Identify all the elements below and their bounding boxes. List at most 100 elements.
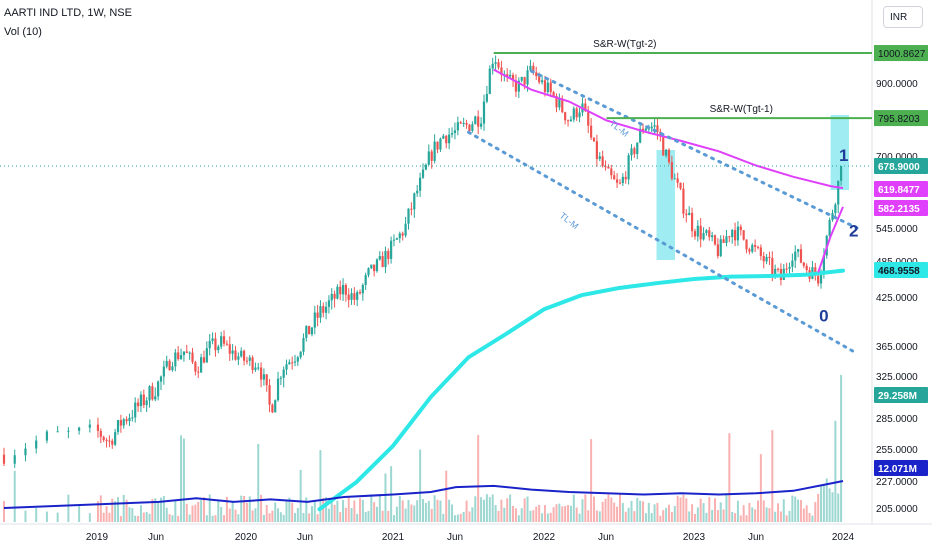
volume-bar xyxy=(587,510,590,522)
volume-bar xyxy=(353,500,356,522)
volume-bar xyxy=(291,502,294,522)
candle-body xyxy=(296,357,299,362)
candle-body xyxy=(240,350,243,357)
volume-bar xyxy=(364,511,367,522)
volume-bar xyxy=(137,515,140,522)
candle-body xyxy=(182,351,186,356)
candle-body xyxy=(194,362,197,372)
volume-bar xyxy=(532,510,535,522)
volume-bar xyxy=(598,511,601,522)
volume-bar xyxy=(569,505,572,522)
volume-bar xyxy=(316,514,319,522)
volume-bar xyxy=(361,499,364,522)
volume-bar xyxy=(512,505,515,522)
currency-selector[interactable]: INR xyxy=(883,6,923,28)
volume-bar xyxy=(401,500,404,522)
candle-body xyxy=(78,427,81,431)
candle-body xyxy=(509,74,512,77)
price-tag-label: 678.9000 xyxy=(878,162,920,173)
candle-body xyxy=(114,432,117,445)
volume-bar xyxy=(624,511,627,522)
volume-bar xyxy=(558,503,561,522)
volume-bar xyxy=(105,506,108,522)
candle-body xyxy=(756,246,760,248)
volume-bar xyxy=(768,508,771,522)
candle-body xyxy=(456,122,459,131)
candle-body xyxy=(566,120,570,122)
volume-bar xyxy=(279,512,282,522)
volume-bar xyxy=(555,504,558,522)
volume-bar xyxy=(162,496,165,522)
volume-bar xyxy=(538,504,541,522)
wave-label: 1 xyxy=(839,146,848,165)
candle-body xyxy=(618,182,622,184)
volume-bar xyxy=(541,513,544,522)
candle-body xyxy=(733,230,737,241)
candle-body xyxy=(802,262,805,266)
candle-body xyxy=(834,204,837,214)
candle-body xyxy=(200,357,203,373)
candle-body xyxy=(529,65,532,71)
candle-body xyxy=(197,371,200,373)
volume-bar xyxy=(581,499,584,522)
volume-bar xyxy=(344,507,347,522)
volume-bar xyxy=(506,498,509,522)
candle-body xyxy=(248,357,251,361)
candle-body xyxy=(739,226,742,231)
volume-bar xyxy=(108,512,111,522)
wave-label: 0 xyxy=(819,307,828,326)
volume-bar xyxy=(693,513,696,522)
level-label: S&R-W(Tgt-1) xyxy=(710,104,773,115)
candle-body xyxy=(785,268,788,270)
volume-bar xyxy=(223,515,226,522)
candle-body xyxy=(630,148,633,156)
volume-bar xyxy=(722,509,725,522)
volume-bar xyxy=(696,507,699,522)
candle-body xyxy=(179,355,183,360)
candle-body xyxy=(639,128,642,143)
volume-bar xyxy=(245,502,248,522)
volume-bar xyxy=(564,506,567,522)
candle-body xyxy=(514,80,518,92)
candle-body xyxy=(578,112,581,118)
volume-bar xyxy=(656,502,659,522)
volume-bar xyxy=(234,509,237,522)
volume-bar xyxy=(356,513,359,522)
candle-body xyxy=(168,360,171,371)
volume-bar xyxy=(817,493,820,522)
candle-body xyxy=(367,268,370,276)
volume-bar xyxy=(607,494,610,522)
candle-body xyxy=(56,431,59,433)
volume-bar xyxy=(231,501,234,522)
volume-bar xyxy=(639,500,642,522)
candle-body xyxy=(333,293,336,299)
candle-body xyxy=(532,65,535,73)
volume-bar xyxy=(561,506,564,522)
volume-bar xyxy=(840,375,843,522)
moving-average-magenta-line xyxy=(493,68,844,190)
candle-body xyxy=(225,343,228,345)
candle-body xyxy=(814,267,817,276)
price-tag xyxy=(874,158,928,174)
volume-bar xyxy=(243,496,246,522)
candle-body xyxy=(705,230,708,234)
candle-body xyxy=(185,351,188,353)
volume-bar xyxy=(736,500,739,522)
candle-body xyxy=(268,385,271,405)
volume-bar xyxy=(111,498,114,522)
volume-bar xyxy=(517,515,520,522)
level-price-tag xyxy=(874,110,928,127)
candle-body xyxy=(319,306,322,318)
volume-bar xyxy=(251,510,254,522)
candle-body xyxy=(274,400,277,413)
volume-bar xyxy=(782,499,785,522)
candle-body xyxy=(722,239,725,243)
candle-body xyxy=(407,208,410,224)
price-tag-label: 619.8477 xyxy=(878,185,920,196)
y-tick-label: 255.0000 xyxy=(876,445,918,456)
candles xyxy=(2,55,843,468)
candle-body xyxy=(771,258,774,275)
x-tick-label: 2022 xyxy=(533,532,556,543)
candle-body xyxy=(384,250,387,268)
